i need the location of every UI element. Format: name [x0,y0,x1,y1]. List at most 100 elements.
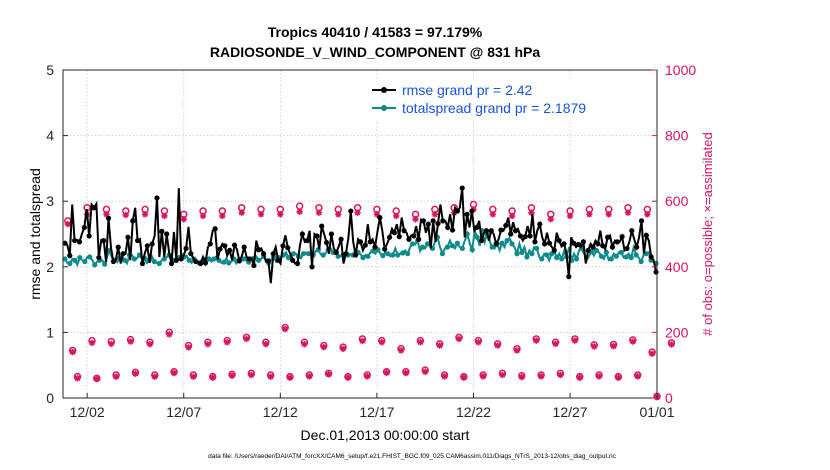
star-stroke [132,370,139,377]
star-stroke [630,338,636,345]
series-point-spread [151,258,157,265]
series-point-rmse [401,228,407,234]
series-point-rmse [430,218,436,224]
series-point-rmse [508,231,514,237]
series-point-rmse [571,240,577,246]
star-stroke [610,343,617,349]
series-point-spread [489,244,495,250]
star-stroke [528,209,535,216]
series-point-rmse [168,260,175,267]
series-point-rmse [76,239,83,245]
star-stroke [499,372,506,378]
series-point-spread [623,254,629,260]
series-point-spread [161,256,167,262]
obs-assimilated-marker [166,331,173,338]
series-point-rmse [590,244,596,250]
series-point-spread [335,253,341,259]
star-stroke [359,338,366,344]
star-stroke [557,372,564,378]
star-stroke [625,209,631,216]
y-tick-label-left: 3 [46,193,54,209]
series-point-rmse [561,241,567,247]
y-axis-label-right: # of obs: o=possible; ×=assimilated [700,132,715,335]
obs-assimilated-marker [277,211,284,218]
obs-assimilated-marker [238,209,245,216]
obs-assimilated-marker [209,374,216,381]
series-point-spread [380,253,386,259]
star-stroke [586,211,593,218]
star-stroke [634,373,641,380]
series-point-spread [633,252,639,258]
series-point-spread [290,251,297,257]
series-point-spread [241,256,247,262]
star-stroke [572,337,578,344]
star-stroke [364,373,371,380]
series-point-spread [534,245,540,252]
series-point-rmse [299,231,305,237]
obs-assimilated-marker [397,347,405,354]
obs-assimilated-marker [199,212,207,220]
y-tick-label-right: 600 [665,193,689,209]
y-tick-label-left: 1 [46,324,54,340]
series-point-rmse [648,254,654,260]
obs-assimilated-marker [586,211,593,218]
obs-assimilated-marker [595,373,603,380]
star-stroke [74,375,81,382]
obs-assimilated-marker [219,212,226,220]
series-point-spread [504,237,510,244]
series-point-rmse [517,233,523,239]
obs-assimilated-marker [74,375,81,382]
x-tick-label: 12/12 [263,404,298,420]
legend-rmse-label: rmse grand pr = 2.42 [402,82,533,98]
series-point-rmse [585,247,591,253]
series-point-rmse [149,241,155,247]
series-point-rmse [188,251,194,257]
chart-title-line2: RADIOSONDE_V_WIND_COMPONENT @ 831 hPa [210,44,540,60]
series-point-rmse [386,234,393,240]
series-point-rmse [241,244,247,250]
obs-assimilated-marker [88,339,96,347]
y-tick-label-left: 2 [46,259,54,275]
series-point-rmse [580,239,586,245]
star-stroke [94,376,100,382]
series-point-spread [226,260,232,266]
star-stroke [490,211,496,218]
series-point-rmse [207,241,213,247]
series-point-rmse [96,255,102,261]
series-point-rmse [285,245,291,251]
obs-assimilated-marker [479,373,487,380]
series-point-rmse [139,260,146,267]
star-stroke [644,211,651,218]
star-stroke [378,339,385,346]
obs-assimilated-marker [513,347,521,354]
series-point-spread [539,256,545,262]
obs-assimilated-marker [364,373,371,380]
series-point-rmse [304,237,310,244]
series-point-rmse [445,224,451,231]
obs-assimilated-marker [489,211,497,218]
star-stroke [248,372,255,378]
series-point-rmse [469,208,475,214]
star-stroke [422,368,428,375]
star-stroke [166,331,173,338]
star-stroke [325,371,332,378]
x-tick-label: 12/07 [166,404,201,420]
obs-assimilated-marker [533,337,540,344]
obs-assimilated-marker [431,211,439,218]
data-file-footer: data file: /Users/raeder/DAI/ATM_forcXX/… [208,453,617,460]
series-point-spread [424,241,431,247]
series-point-rmse [537,221,543,227]
star-stroke [321,344,327,350]
series-point-rmse [643,232,649,238]
series-point-rmse [362,242,368,248]
series-point-spread [211,256,217,262]
obs-assimilated-marker [359,337,366,345]
series-point-spread [638,258,644,265]
obs-assimilated-marker [190,373,197,380]
obs-assimilated-marker [286,374,294,381]
obs-assimilated-marker [257,211,265,218]
star-stroke [533,337,540,344]
series-point-rmse [115,244,121,250]
star-stroke [229,372,235,379]
star-stroke [123,212,129,218]
